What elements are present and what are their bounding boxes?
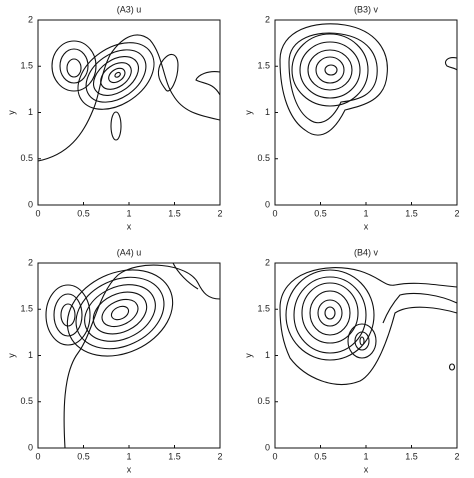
contour-lines — [279, 23, 458, 136]
x-tick-label: 2 — [217, 451, 222, 461]
y-tick-label: 2 — [28, 14, 33, 24]
x-tick-label: 2 — [217, 208, 222, 218]
x-tick-label: 0.5 — [314, 208, 327, 218]
y-tick-label: 0.5 — [257, 396, 270, 406]
panel: (A4) u x y 0 0.5 1 1.5 2 0 0.5 1 1.5 2 — [6, 247, 222, 474]
x-tick-label: 2 — [454, 208, 459, 218]
x-tick-label: 1.5 — [405, 208, 418, 218]
panel: (B4) v x y 0 0.5 1 1.5 2 0 0.5 1 1.5 2 — [243, 247, 459, 474]
y-tick-label: 0 — [265, 199, 270, 209]
panel-title: (A4) u — [117, 247, 142, 257]
y-tick-label: 2 — [265, 14, 270, 24]
x-tick-label: 0 — [272, 451, 277, 461]
x-axis-label: x — [127, 221, 132, 231]
x-tick-label: 1.5 — [168, 451, 181, 461]
x-tick-label: 0.5 — [77, 208, 90, 218]
y-tick-label: 0.5 — [20, 396, 33, 406]
x-tick-label: 1 — [126, 208, 131, 218]
y-tick-label: 1 — [28, 350, 33, 360]
contour-lines — [37, 34, 221, 162]
y-tick-label: 1.5 — [257, 61, 270, 71]
y-tick-label: 0.5 — [20, 153, 33, 163]
y-axis-label: y — [243, 353, 253, 358]
y-axis-label: y — [6, 353, 16, 358]
y-tick-label: 0 — [265, 442, 270, 452]
y-tick-label: 1.5 — [20, 304, 33, 314]
contour-lines — [279, 267, 458, 385]
y-tick-label: 2 — [265, 257, 270, 267]
axes-frame — [37, 262, 221, 449]
y-tick-label: 1 — [265, 350, 270, 360]
y-axis-label: y — [243, 110, 253, 115]
panel-title: (A3) u — [117, 4, 142, 14]
panel-title: (B3) v — [354, 4, 379, 14]
x-tick-label: 1.5 — [168, 208, 181, 218]
y-tick-label: 0 — [28, 199, 33, 209]
y-tick-label: 1.5 — [20, 61, 33, 71]
y-tick-label: 1 — [265, 107, 270, 117]
x-tick-label: 0.5 — [314, 451, 327, 461]
panel-title: (B4) v — [354, 247, 379, 257]
y-tick-label: 1 — [28, 107, 33, 117]
y-tick-label: 0.5 — [257, 153, 270, 163]
x-tick-label: 1.5 — [405, 451, 418, 461]
y-tick-label: 1.5 — [257, 304, 270, 314]
x-tick-label: 2 — [454, 451, 459, 461]
x-tick-label: 1 — [363, 208, 368, 218]
x-axis-label: x — [364, 221, 369, 231]
x-axis-label: x — [127, 464, 132, 474]
contour-lines — [45, 262, 221, 449]
x-tick-label: 0 — [35, 451, 40, 461]
y-axis-label: y — [6, 110, 16, 115]
x-tick-label: 1 — [126, 451, 131, 461]
y-tick-label: 2 — [28, 257, 33, 267]
x-axis-label: x — [364, 464, 369, 474]
x-tick-label: 1 — [363, 451, 368, 461]
panel: (B3) v x y 0 0.5 1 1.5 2 0 0.5 1 1.5 2 — [243, 4, 459, 231]
x-tick-label: 0 — [35, 208, 40, 218]
y-tick-label: 0 — [28, 442, 33, 452]
x-tick-label: 0 — [272, 208, 277, 218]
x-tick-label: 0.5 — [77, 451, 90, 461]
panel: (A3) u x y 0 0.5 1 1.5 2 0 0.5 1 1.5 2 — [6, 4, 222, 231]
